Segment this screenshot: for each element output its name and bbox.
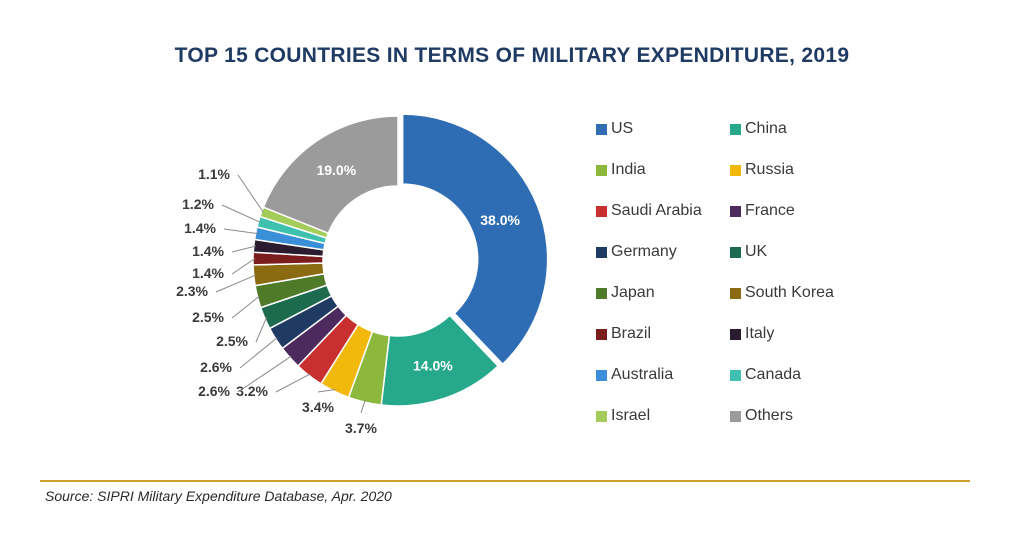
data-label-israel: 1.1% [198,166,230,182]
legend-label-south-korea: South Korea [745,284,834,301]
data-label-australia: 1.4% [184,220,216,236]
leader-line-south-korea [215,274,256,293]
legend-item-germany: Germany [596,241,677,263]
legend-swatch-australia [596,369,607,381]
legend-swatch-italy [730,328,741,340]
legend-item-us: US [596,118,633,140]
legend-item-canada: Canada [730,364,801,386]
data-label-others: 19.0% [316,162,356,178]
legend-swatch-france [730,205,741,217]
inside-labels: 38.0% 14.0% 19.0% [316,162,520,373]
legend-item-china: China [730,118,787,140]
legend-label-russia: Russia [745,161,794,178]
legend-swatch-russia [730,164,741,176]
data-label-brazil: 1.4% [192,265,224,281]
slice-us [401,113,549,366]
legend-swatch-uk [730,246,741,258]
data-label-france: 2.6% [198,383,230,399]
legend-label-japan: Japan [611,284,655,301]
leader-line-saudi-arabia [275,373,311,393]
leader-line-uk [255,317,268,343]
chart-title: TOP 15 COUNTRIES IN TERMS OF MILITARY EX… [174,44,850,67]
legend-item-saudi-arabia: Saudi Arabia [596,200,702,222]
donut-chart: 38.0%14.0%19.0% 3.7%3.4%3.2%2.6%2.6%2.5%… [176,113,549,436]
leader-line-canada [221,204,261,223]
legend-label-uk: UK [745,243,768,260]
outside-labels: 3.7%3.4%3.2%2.6%2.6%2.5%2.5%2.3%1.4%1.4%… [176,166,377,436]
legend-item-australia: Australia [596,364,673,386]
legend-label-us: US [611,120,634,137]
legend-label-brazil: Brazil [611,325,652,342]
source-note: Source: SIPRI Military Expenditure Datab… [45,488,392,504]
leader-line-russia [317,389,336,393]
legend-label-france: France [745,202,795,219]
legend-swatch-india [596,164,607,176]
legend-swatch-canada [730,369,741,381]
legend-item-uk: UK [730,241,767,263]
leader-line-brazil [231,258,256,275]
legend-label-saudi-arabia: Saudi Arabia [611,202,702,219]
legend-swatch-saudi-arabia [596,205,607,217]
legend-swatch-others [730,410,741,422]
legend-item-italy: Italy [730,323,774,345]
leader-line-japan [231,295,260,319]
legend-swatch-south-korea [730,287,741,299]
legend-label-china: China [745,120,787,137]
slice-others [262,115,399,235]
legend-item-israel: Israel [596,405,650,427]
legend-item-russia: Russia [730,159,794,181]
data-label-japan: 2.5% [192,309,224,325]
legend-item-japan: Japan [596,282,655,304]
data-label-russia: 3.4% [302,399,334,415]
data-label-china: 14.0% [413,357,453,373]
legend-label-canada: Canada [745,366,802,383]
legend-label-others: Others [745,407,794,424]
legend-swatch-china [730,123,741,135]
legend-label-india: India [611,161,646,178]
data-label-uk: 2.5% [216,333,248,349]
leader-line-israel [237,174,264,213]
legend-swatch-japan [596,287,607,299]
data-label-us: 38.0% [480,212,520,228]
data-label-south-korea: 2.3% [176,283,208,299]
donut-slices [252,113,549,407]
legend-swatch-germany [596,246,607,258]
legend-label-israel: Israel [611,407,651,424]
leader-line-germany [239,337,278,369]
leader-line-france [237,355,292,393]
legend-item-france: France [730,200,795,222]
divider [40,480,970,482]
legend-label-australia: Australia [611,366,674,383]
legend-item-others: Others [730,405,793,427]
legend-swatch-brazil [596,328,607,340]
leader-line-india [360,400,366,414]
legend-item-india: India [596,159,646,181]
data-label-saudi-arabia: 3.2% [236,383,268,399]
legend-item-south-korea: South Korea [730,282,834,304]
legend-item-brazil: Brazil [596,323,651,345]
data-label-germany: 2.6% [200,359,232,375]
data-label-canada: 1.2% [182,196,214,212]
data-label-italy: 1.4% [192,243,224,259]
leader-line-italy [231,245,256,253]
legend-label-italy: Italy [745,325,775,342]
legend-swatch-us [596,123,607,135]
legend-label-germany: Germany [611,243,677,260]
data-label-india: 3.7% [345,420,377,436]
leader-line-australia [223,228,258,235]
legend-swatch-israel [596,410,607,422]
